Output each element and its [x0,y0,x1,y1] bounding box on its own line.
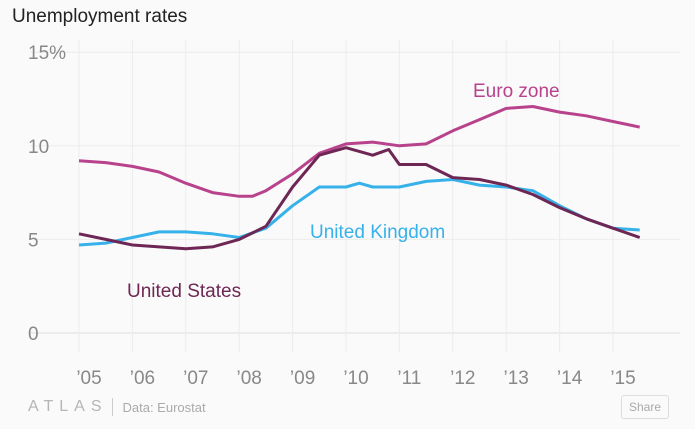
x-tick-label: ’09 [290,368,315,389]
footer-divider [111,398,113,416]
y-tick-label: 10 [28,137,49,158]
y-tick-label: 15% [28,43,66,64]
x-tick-label: ’13 [504,368,529,389]
series-line-euro [78,105,641,198]
series-line-uk [78,178,640,247]
x-tick-label: ’07 [183,368,208,389]
share-button[interactable]: Share [620,395,669,419]
data-source: Data: Eurostat [122,399,206,415]
y-tick-label: 0 [28,324,39,345]
x-tick-label: ’12 [450,368,475,389]
y-tick-label: 5 [28,230,39,251]
atlas-logo: ATLAS [28,398,108,415]
series-label-us: United States [127,281,241,302]
chart-title: Unemployment rates [12,6,188,27]
x-tick-label: ’06 [130,368,155,389]
x-tick-label: ’14 [557,368,583,389]
x-tick-label: ’10 [343,368,368,389]
series-line-us [78,146,641,251]
x-tick-label: ’05 [76,368,101,389]
x-tick-label: ’15 [610,368,635,389]
x-tick-label: ’11 [397,368,421,389]
series-label-euro: Euro zone [473,81,560,102]
x-tick-label: ’08 [237,368,262,389]
footer: ATLAS Data: Eurostat [28,398,206,416]
series-label-uk: United Kingdom [310,222,445,243]
